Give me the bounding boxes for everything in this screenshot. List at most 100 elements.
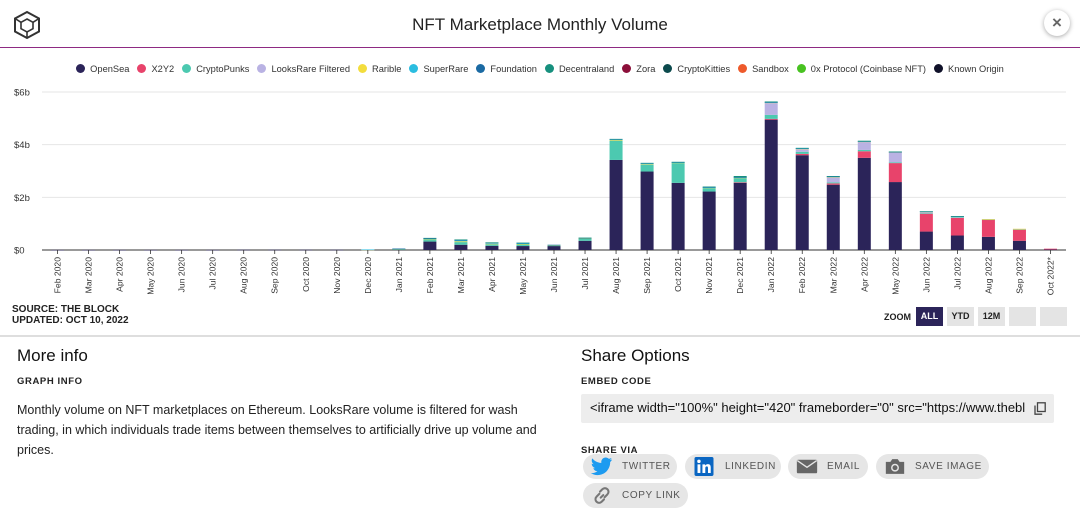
bar-segment[interactable] xyxy=(454,241,468,243)
bar-segment[interactable] xyxy=(919,211,933,212)
bar-segment[interactable] xyxy=(950,217,964,236)
zoom-ytd-button[interactable]: YTD xyxy=(947,307,974,326)
bar-segment[interactable] xyxy=(795,151,809,154)
bar-segment[interactable] xyxy=(423,239,437,241)
share-email-button[interactable]: EMAIL xyxy=(788,454,868,479)
bar-segment[interactable] xyxy=(423,239,437,242)
bar-segment[interactable] xyxy=(454,239,468,241)
bar-segment[interactable] xyxy=(547,244,561,246)
legend-item[interactable]: OpenSea xyxy=(76,64,129,74)
embed-code-text[interactable]: <iframe width="100%" height="420" frameb… xyxy=(590,400,1025,415)
bar-segment[interactable] xyxy=(981,219,995,237)
share-copy-link-button[interactable]: COPY LINK xyxy=(583,483,688,508)
legend-item[interactable]: 0x Protocol (Coinbase NFT) xyxy=(796,64,926,74)
bar-segment[interactable] xyxy=(857,151,871,158)
bar-segment[interactable] xyxy=(733,177,747,178)
bar-segment[interactable] xyxy=(640,164,654,165)
bar-segment[interactable] xyxy=(826,177,840,183)
bar-segment[interactable] xyxy=(795,153,809,156)
bar-segment[interactable] xyxy=(950,217,964,218)
legend-item[interactable]: CryptoKitties xyxy=(663,64,730,74)
share-linkedin-button[interactable]: LINKEDIN xyxy=(685,454,781,479)
embed-code-field[interactable]: <iframe width="100%" height="420" frameb… xyxy=(581,394,1054,423)
bar-segment[interactable] xyxy=(826,183,840,185)
bar-segment[interactable] xyxy=(733,176,747,178)
bar-segment[interactable] xyxy=(702,187,716,188)
bar-segment[interactable] xyxy=(826,182,840,184)
zoom-blank-button[interactable] xyxy=(1040,307,1067,326)
bar-segment[interactable] xyxy=(919,213,933,214)
the-block-logo-icon[interactable] xyxy=(12,10,42,40)
bar-segment[interactable] xyxy=(702,188,716,192)
bar-segment[interactable] xyxy=(950,235,964,250)
bar-segment[interactable] xyxy=(857,149,871,152)
bar-segment[interactable] xyxy=(423,238,437,239)
bar-segment[interactable] xyxy=(733,182,747,183)
bar-segment[interactable] xyxy=(609,139,623,141)
zoom-blank-button[interactable] xyxy=(1009,307,1036,326)
bar-segment[interactable] xyxy=(826,176,840,177)
bar-segment[interactable] xyxy=(764,102,778,103)
bar-segment[interactable] xyxy=(516,242,530,244)
zoom-all-button[interactable]: ALL xyxy=(916,307,943,326)
bar-segment[interactable] xyxy=(764,101,778,103)
bar-segment[interactable] xyxy=(764,114,778,119)
bar-segment[interactable] xyxy=(423,241,437,250)
bar-segment[interactable] xyxy=(485,245,499,250)
bar-segment[interactable] xyxy=(485,242,499,243)
bar-segment[interactable] xyxy=(547,246,561,250)
bar-segment[interactable] xyxy=(857,142,871,150)
bar-segment[interactable] xyxy=(826,184,840,250)
bar-segment[interactable] xyxy=(919,231,933,250)
bar-segment[interactable] xyxy=(764,103,778,115)
bar-segment[interactable] xyxy=(671,182,685,250)
bar-segment[interactable] xyxy=(1012,229,1026,241)
bar-segment[interactable] xyxy=(640,163,654,165)
bar-segment[interactable] xyxy=(361,249,375,251)
bar-segment[interactable] xyxy=(981,236,995,250)
bar-segment[interactable] xyxy=(640,162,654,164)
bar-segment[interactable] xyxy=(485,243,499,245)
bar-segment[interactable] xyxy=(981,219,995,220)
bar-segment[interactable] xyxy=(609,140,623,160)
bar-segment[interactable] xyxy=(454,244,468,250)
bar-segment[interactable] xyxy=(485,243,499,244)
bar-segment[interactable] xyxy=(516,243,530,245)
legend-item[interactable]: Zora xyxy=(622,64,655,74)
bar-segment[interactable] xyxy=(516,243,530,245)
legend-item[interactable]: Decentraland xyxy=(544,64,614,74)
bar-segment[interactable] xyxy=(640,164,654,172)
bar-segment[interactable] xyxy=(671,163,685,183)
copy-icon[interactable] xyxy=(1034,402,1046,415)
bar-segment[interactable] xyxy=(857,140,871,142)
bar-segment[interactable] xyxy=(485,244,499,246)
bar-segment[interactable] xyxy=(1043,248,1057,250)
bar-segment[interactable] xyxy=(578,238,592,241)
legend-item[interactable]: Sandbox xyxy=(738,64,789,74)
bar-segment[interactable] xyxy=(888,182,902,250)
bar-segment[interactable] xyxy=(423,237,437,239)
bar-segment[interactable] xyxy=(1012,240,1026,250)
bar-segment[interactable] xyxy=(888,151,902,153)
bar-segment[interactable] xyxy=(733,182,747,250)
bar-segment[interactable] xyxy=(578,237,592,239)
bar-segment[interactable] xyxy=(764,119,778,251)
bar-segment[interactable] xyxy=(950,216,964,217)
bar-segment[interactable] xyxy=(640,171,654,250)
bar-segment[interactable] xyxy=(1012,228,1026,230)
bar-segment[interactable] xyxy=(857,157,871,250)
legend-item[interactable]: Rarible xyxy=(358,64,401,74)
bar-segment[interactable] xyxy=(609,140,623,141)
share-twitter-button[interactable]: TWITTER xyxy=(583,454,677,479)
zoom-12m-button[interactable]: 12M xyxy=(978,307,1005,326)
bar-segment[interactable] xyxy=(888,152,902,163)
bar-segment[interactable] xyxy=(609,159,623,250)
bar-segment[interactable] xyxy=(764,118,778,120)
bar-segment[interactable] xyxy=(795,155,809,250)
bar-segment[interactable] xyxy=(795,147,809,149)
bar-segment[interactable] xyxy=(454,240,468,242)
close-button[interactable]: × xyxy=(1044,10,1070,36)
bar-segment[interactable] xyxy=(919,213,933,232)
bar-segment[interactable] xyxy=(516,246,530,250)
bar-segment[interactable] xyxy=(888,163,902,183)
